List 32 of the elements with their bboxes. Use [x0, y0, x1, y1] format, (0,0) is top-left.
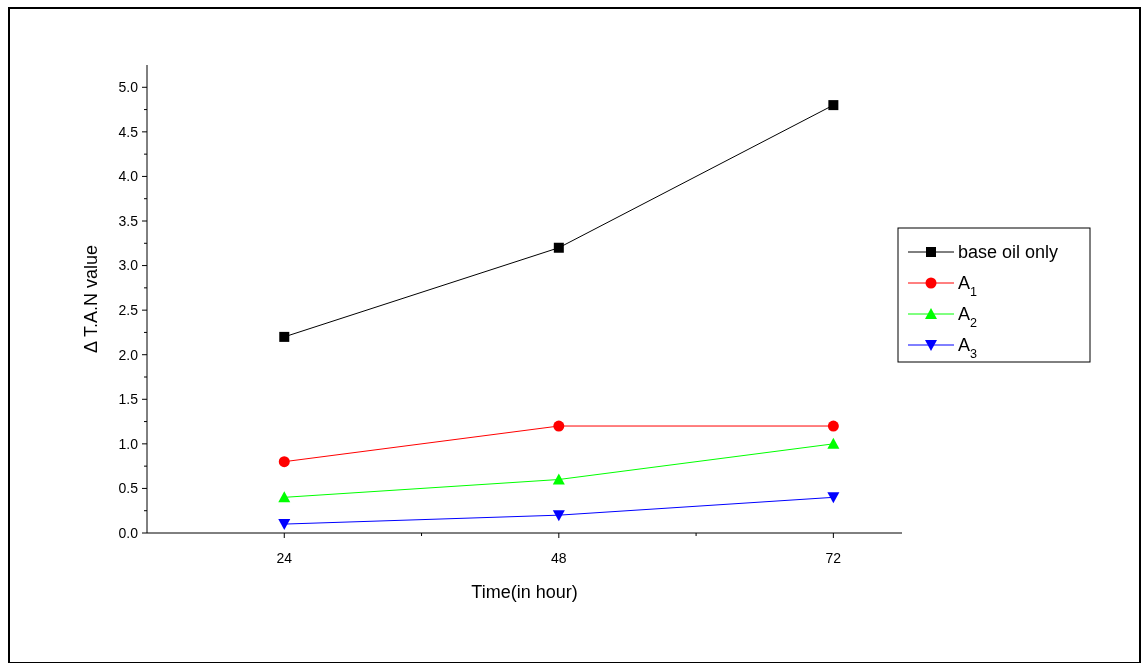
y-tick-label: 0.5 — [118, 480, 139, 497]
point — [278, 519, 291, 531]
y-tick-label: 0.0 — [118, 524, 139, 541]
y-tick-label: 3.5 — [118, 212, 139, 229]
x-tick-label: 24 — [276, 550, 293, 566]
y-tick-label: 1.5 — [118, 391, 139, 408]
y-tick-label: 1.0 — [118, 435, 139, 452]
legend-label: base oil only — [958, 242, 1059, 263]
legend-label: A$_{1}$ — [958, 273, 978, 300]
x-tick-label: 48 — [551, 550, 567, 566]
x-axis-title: Time(in hour) — [471, 582, 578, 602]
x-tick-label: 72 — [825, 550, 842, 566]
y-tick-label: 4.0 — [118, 168, 139, 185]
point — [553, 242, 564, 253]
point — [278, 491, 291, 503]
point — [552, 473, 565, 485]
point — [553, 420, 565, 432]
point — [827, 420, 839, 432]
y-axis-title: Δ T.A.N value — [81, 244, 101, 354]
legend-label: A$_{2}$ — [958, 304, 978, 331]
point — [552, 510, 565, 522]
point — [278, 456, 290, 468]
y-tick-label: 3.0 — [118, 257, 139, 274]
point — [279, 331, 290, 342]
point — [828, 100, 839, 111]
y-tick-label: 2.0 — [118, 346, 139, 363]
point — [827, 492, 840, 504]
point — [827, 437, 840, 449]
y-tick-label: 5.0 — [118, 79, 139, 96]
legend-label: A$_{3}$ — [958, 335, 978, 362]
y-tick-label: 2.5 — [118, 302, 139, 319]
y-tick-label: 4.5 — [118, 123, 139, 140]
